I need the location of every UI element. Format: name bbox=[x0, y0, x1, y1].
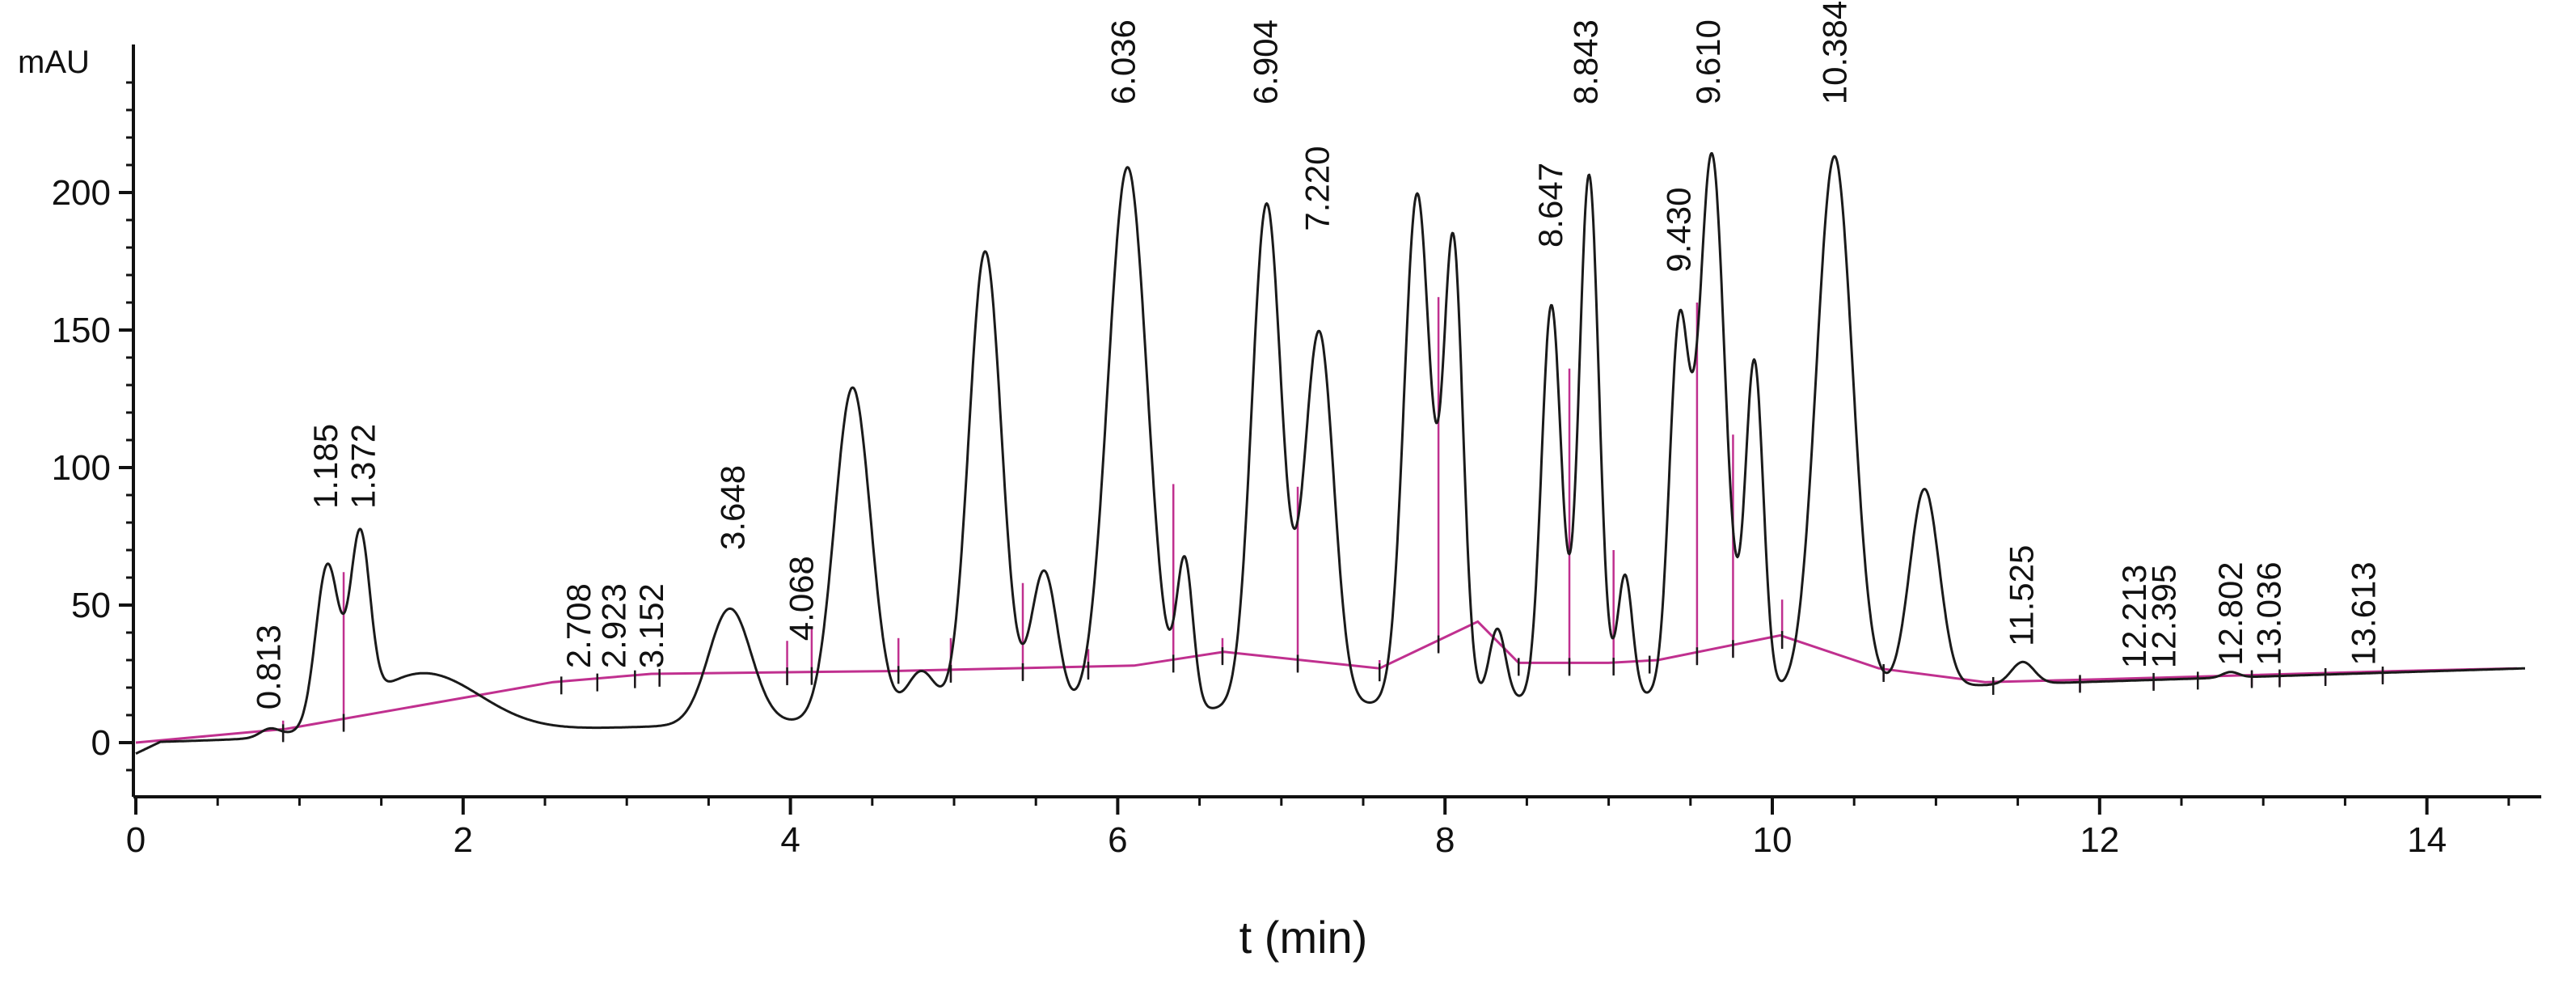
peak-label: 0.813 bbox=[250, 625, 288, 709]
peak-label: 11.525 bbox=[2003, 545, 2041, 646]
x-axis-title: t (min) bbox=[1239, 912, 1368, 963]
x-tick-label: 14 bbox=[2407, 820, 2447, 860]
x-tick-label: 2 bbox=[454, 820, 473, 860]
x-tick-label: 6 bbox=[1108, 820, 1127, 860]
x-tick-label: 4 bbox=[780, 820, 800, 860]
peak-label: 12.213 bbox=[2115, 565, 2153, 668]
x-tick-label: 10 bbox=[1753, 820, 1793, 860]
x-tick-label: 8 bbox=[1435, 820, 1455, 860]
peak-label: 8.647 bbox=[1531, 163, 1569, 248]
peak-label: 9.430 bbox=[1660, 187, 1698, 272]
y-tick-label: 0 bbox=[91, 723, 111, 763]
peak-label: 1.185 bbox=[306, 424, 344, 509]
x-tick-label: 12 bbox=[2080, 820, 2119, 860]
peak-label: 6.904 bbox=[1246, 19, 1284, 104]
peak-label: 13.036 bbox=[2249, 561, 2287, 665]
peak-label: 9.610 bbox=[1689, 19, 1727, 104]
y-tick-label: 50 bbox=[71, 586, 111, 625]
x-tick-label: 0 bbox=[126, 820, 146, 860]
y-tick-label: 200 bbox=[52, 173, 111, 213]
peak-label: 12.802 bbox=[2211, 561, 2249, 665]
y-tick-label: 150 bbox=[52, 311, 111, 350]
peak-label: 2.708 bbox=[560, 583, 598, 668]
peak-label: 13.613 bbox=[2344, 561, 2382, 665]
chromatogram-trace bbox=[135, 152, 2526, 755]
y-axis-title: mAU bbox=[18, 44, 90, 80]
peak-label: 10.384 bbox=[1816, 1, 1854, 104]
peak-label: 8.843 bbox=[1566, 19, 1604, 104]
y-tick-label: 100 bbox=[52, 448, 111, 488]
axes-group: 0 50 100 150 200 0 2 4 6 8 10 12 14 bbox=[52, 44, 2542, 860]
peak-label: 1.372 bbox=[344, 424, 382, 509]
drop-lines-group bbox=[281, 297, 2384, 743]
trace-group bbox=[135, 152, 2526, 755]
peak-label: 4.068 bbox=[782, 556, 820, 641]
peak-label: 12.395 bbox=[2145, 565, 2183, 668]
peak-label: 3.152 bbox=[632, 583, 670, 668]
peak-label: 2.923 bbox=[595, 583, 633, 668]
peak-label: 7.220 bbox=[1298, 146, 1336, 231]
peak-label: 3.648 bbox=[713, 465, 751, 550]
peak-label: 6.036 bbox=[1104, 19, 1142, 104]
